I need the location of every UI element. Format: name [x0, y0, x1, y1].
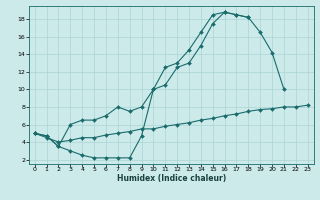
- X-axis label: Humidex (Indice chaleur): Humidex (Indice chaleur): [116, 174, 226, 183]
